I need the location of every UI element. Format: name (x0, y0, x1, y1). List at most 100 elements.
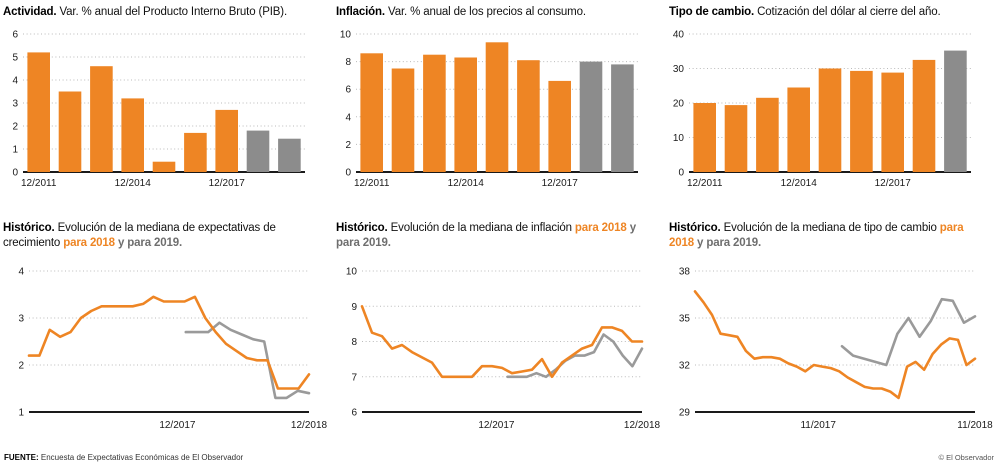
source-note: FUENTE: Encuesta de Expectativas Económi… (4, 453, 243, 462)
y-tick-label: 10 (340, 30, 352, 41)
chart-title-historico-inflacion: Histórico. Evolución de la mediana de in… (336, 221, 666, 251)
x-tick-label: 12/2014 (781, 178, 818, 189)
x-tick-label: 11/2018 (957, 420, 993, 431)
chart-title-lead: Histórico. (336, 222, 388, 234)
chart-title-historico-tipo-de-cambio: Histórico. Evolución de la mediana de ti… (669, 221, 1000, 251)
x-tick-label: 12/2014 (448, 178, 485, 189)
y-tick-label: 4 (18, 267, 24, 278)
bar-12/2011 (693, 103, 716, 173)
bar-chart-inflacion: 0 2 4 6 8 10 12/2011 12/2014 12/2017 (340, 30, 638, 189)
y-tick-label: 0 (678, 168, 684, 179)
x-tick-label: 12/2017 (542, 178, 579, 189)
chart-title-lead: Inflación. (336, 6, 385, 18)
y-tick-label: 0 (345, 168, 351, 179)
copyright-credit: © El Observador (938, 453, 994, 462)
y-tick-label: 29 (679, 408, 691, 419)
y-tick-label: 6 (345, 85, 351, 96)
y-tick-label: 4 (345, 112, 351, 123)
y-tick-label: 38 (679, 267, 691, 278)
y-tick-label: 10 (673, 133, 685, 144)
chart-card-inflacion: Inflación. Var. % anual de los precios a… (333, 0, 666, 200)
bar-12/2019 (944, 50, 967, 173)
x-tick-label: 12/2018 (624, 420, 661, 431)
line-chart-historico-tipo-de-cambio: 29 32 35 38 11/2017 11/2018 (679, 267, 993, 432)
chart-title-rest: Cotización del dólar al cierre del año. (754, 6, 941, 18)
x-tick-label: 12/2017 (209, 178, 246, 189)
chart-title-inflacion: Inflación. Var. % anual de los precios a… (336, 5, 666, 20)
bar-12/2012 (58, 91, 82, 173)
bar-12/2018 (246, 130, 270, 173)
x-tick-label: 11/2017 (800, 420, 836, 431)
y-tick-label: 6 (351, 408, 357, 419)
chart-title-rest: Var. % anual de los precios al consumo. (384, 6, 586, 18)
y-tick-label: 35 (679, 314, 691, 325)
y-tick-label: 1 (18, 408, 24, 419)
y-tick-label: 2 (18, 361, 24, 372)
chart-title-series-2019: y para 2019. (693, 237, 762, 250)
bar-12/2017 (215, 110, 238, 173)
chart-title-historico-crecimiento: Histórico. Evolución de la mediana de ex… (3, 221, 333, 251)
bar-chart-actividad: 0 1 2 3 4 5 6 12/2011 12/2014 12/2017 (12, 30, 305, 189)
bar-12/2014 (121, 98, 144, 173)
chart-card-tipo-de-cambio: Tipo de cambio. Cotización del dólar al … (666, 0, 1000, 200)
line-series-para-2018 (360, 305, 644, 379)
chart-card-historico-inflacion: Histórico. Evolución de la mediana de in… (333, 200, 666, 440)
chart-card-historico-tipo-de-cambio: Histórico. Evolución de la mediana de ti… (666, 200, 1000, 440)
y-tick-label: 9 (351, 302, 357, 313)
y-tick-label: 5 (12, 53, 18, 64)
y-tick-label: 3 (18, 314, 24, 325)
chart-title-rest: Evolución de la mediana de inflación (387, 222, 575, 234)
x-tick-label: 12/2017 (478, 420, 515, 431)
bar-12/2012 (391, 68, 415, 173)
source-label: FUENTE: (4, 453, 39, 462)
y-tick-label: 4 (12, 76, 18, 87)
bar-12/2018 (579, 61, 603, 173)
line-chart-historico-inflacion: 6 7 8 9 10 12/2017 12/2018 (346, 267, 661, 432)
y-tick-label: 8 (345, 57, 351, 68)
chart-title-actividad: Actividad. Var. % anual del Producto Int… (3, 5, 333, 20)
bar-12/2014 (454, 57, 477, 173)
chart-title-rest: Evolución de la mediana de tipo de cambi… (720, 222, 940, 234)
x-tick-label: 12/2011 (354, 178, 390, 189)
bar-12/2017 (548, 81, 571, 173)
line-series-para-2019 (506, 333, 644, 379)
bar-12/2011 (360, 53, 383, 173)
bar-12/2012 (724, 105, 748, 173)
chart-title-tipo-de-cambio: Tipo de cambio. Cotización del dólar al … (669, 5, 1000, 20)
y-tick-label: 2 (12, 122, 18, 133)
y-tick-label: 10 (346, 267, 358, 278)
bar-12/2014 (787, 87, 810, 173)
footer: FUENTE: Encuesta de Expectativas Económi… (4, 453, 994, 462)
y-tick-label: 0 (12, 168, 18, 179)
x-tick-label: 12/2011 (687, 178, 723, 189)
chart-title-lead: Histórico. (669, 222, 721, 234)
x-tick-label: 12/2017 (159, 420, 196, 431)
bar-12/2015 (485, 42, 509, 173)
bar-12/2016 (184, 133, 207, 173)
bar-12/2019 (611, 64, 634, 173)
y-tick-label: 20 (673, 99, 685, 110)
bar-12/2018 (912, 60, 936, 173)
line-series-para-2019 (840, 298, 977, 367)
y-tick-label: 3 (12, 99, 18, 110)
bar-12/2015 (152, 161, 176, 173)
line-series-para-2018 (27, 295, 311, 391)
y-tick-label: 32 (679, 361, 691, 372)
y-tick-label: 1 (12, 145, 18, 156)
x-tick-label: 12/2018 (291, 420, 328, 431)
y-tick-label: 6 (12, 30, 18, 41)
x-tick-label: 12/2011 (21, 178, 57, 189)
y-tick-label: 8 (351, 337, 357, 348)
bar-12/2017 (881, 72, 904, 173)
chart-title-series-2018: para 2018 (574, 222, 627, 234)
y-tick-label: 2 (345, 140, 351, 151)
line-chart-historico-crecimiento: 1 2 3 4 12/2017 12/2018 (18, 267, 328, 432)
chart-title-series-2019: y para 2019. (114, 237, 183, 250)
line-series-para-2018 (693, 290, 977, 400)
chart-title-lead: Actividad. (3, 6, 57, 18)
chart-card-actividad: Actividad. Var. % anual del Producto Int… (0, 0, 333, 200)
bar-12/2016 (850, 71, 873, 173)
x-tick-label: 12/2014 (115, 178, 152, 189)
chart-title-series-2018: para 2018 (669, 222, 964, 250)
line-series-para-2019 (184, 321, 311, 400)
